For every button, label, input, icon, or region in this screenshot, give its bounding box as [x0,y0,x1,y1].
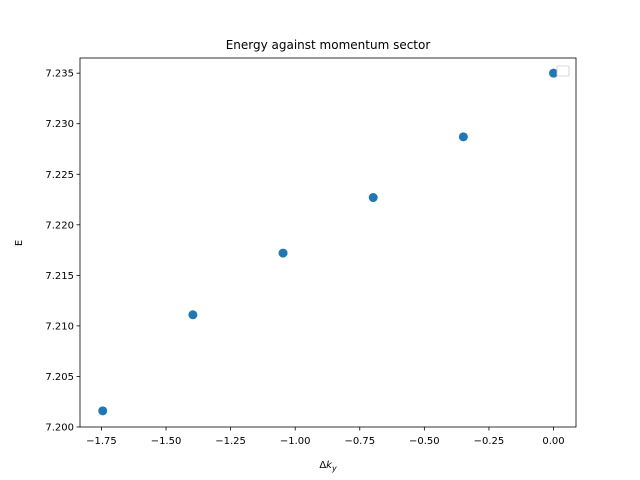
chart-title: Energy against momentum sector [226,38,431,52]
y-tick-label: 7.200 [45,423,74,434]
x-axis-label-delta: Δ [319,460,326,471]
data-point [368,193,378,203]
x-tick-label: −1.75 [86,436,117,447]
x-tick-label: −1.50 [151,436,182,447]
plot-frame [79,57,577,428]
data-point [458,132,468,142]
x-tick-label: −1.25 [215,436,246,447]
x-axis: −1.75 −1.50 −1.25 −1.00 −0.75 −0.50 −0.25 0.00 [86,427,565,447]
legend-box [556,65,570,77]
y-tick-label: 7.235 [45,69,74,80]
x-tick-label: −0.75 [344,436,375,447]
data-point [98,406,108,416]
data-points [98,68,559,416]
x-axis-label-k: k [326,460,333,471]
x-axis-label-sub: y [331,464,337,473]
x-tick-label: −0.25 [474,436,505,447]
data-point [549,68,559,78]
y-tick-label: 7.210 [45,321,74,332]
x-tick-label: −0.50 [409,436,440,447]
y-tick-label: 7.205 [45,372,74,383]
data-point [278,248,288,258]
y-tick-label: 7.220 [45,220,74,231]
y-tick-label: 7.215 [45,271,74,282]
y-axis-label: E [14,240,25,246]
y-tick-label: 7.230 [45,119,74,130]
data-point [188,310,198,320]
x-tick-label: −1.00 [280,436,311,447]
y-axis: 7.200 7.205 7.210 7.215 7.220 7.225 7.230 7.235 [45,69,80,434]
x-tick-label: 0.00 [542,436,564,447]
x-axis-label: Δky [319,460,337,473]
y-tick-label: 7.225 [45,170,74,181]
